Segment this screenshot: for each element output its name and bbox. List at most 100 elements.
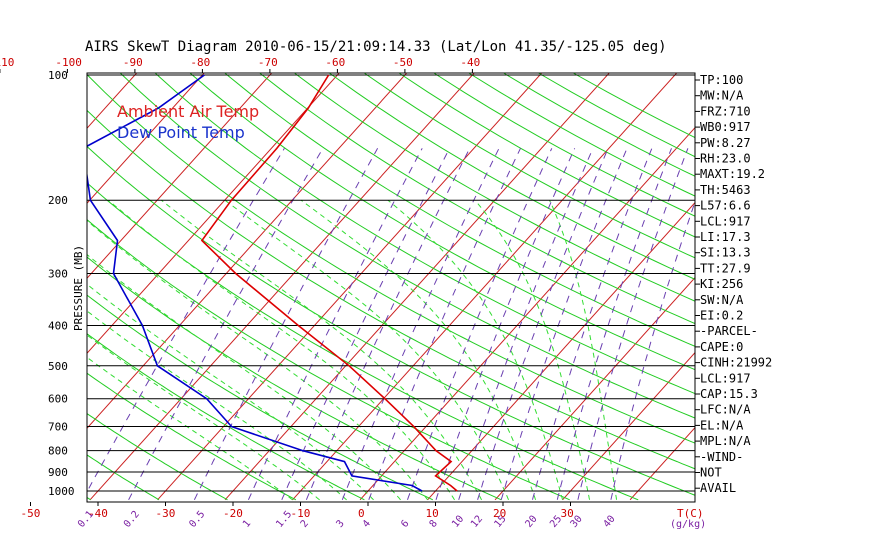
index-entry: NOT: [700, 466, 722, 480]
dry-adiabat-line: [154, 73, 695, 395]
dry-adiabat-line: [87, 109, 695, 470]
dry-adiabat-grid: [87, 73, 695, 501]
index-entry: EI:0.2: [700, 309, 743, 323]
isobar-grid: [87, 74, 695, 492]
bottom-axis-title: T(C): [677, 507, 704, 520]
moist-adiabat-line: [87, 219, 428, 501]
isotherm-line: [87, 73, 340, 354]
bottom-temp-tick-label: 10: [426, 507, 439, 520]
mixing-ratio-line: [458, 148, 594, 500]
pressure-tick-label: 600: [48, 393, 68, 406]
index-entry: LCL:917: [700, 371, 751, 385]
pressure-tick-label: 400: [48, 319, 68, 332]
index-entry: -PARCEL-: [700, 324, 758, 338]
index-entry: -WIND-: [700, 450, 743, 464]
index-entry: CINH:21992: [700, 356, 772, 370]
moist-adiabat-line: [224, 199, 510, 501]
isotherm-line: [87, 73, 408, 429]
mixing-ratio-label: 6: [399, 518, 411, 530]
moist-adiabat-line: [87, 310, 347, 501]
mixing-ratio-line: [407, 148, 553, 500]
top-temp-tick-label: -90: [123, 56, 143, 69]
index-entry: AVAIL: [700, 481, 736, 495]
moist-adiabat-line: [87, 356, 293, 501]
pressure-tick-label: 300: [48, 267, 68, 280]
dry-adiabat-line: [189, 73, 695, 371]
isotherm-line: [87, 73, 205, 204]
dry-adiabat-line: [87, 182, 639, 501]
dry-adiabat-line: [87, 372, 297, 501]
index-entry: MW:N/A: [700, 89, 744, 103]
index-entry: MAXT:19.2: [700, 167, 765, 181]
dew-point-temp-line: [87, 74, 423, 492]
pressure-tick-label: 200: [48, 194, 68, 207]
bottom-temp-tick-label: -20: [223, 507, 243, 520]
bottom-temp-tick-label: 30: [561, 507, 574, 520]
pressure-tick-label: 900: [48, 466, 68, 479]
mixing-ratio-line: [305, 148, 471, 500]
dry-adiabat-line: [87, 454, 160, 501]
bottom-temp-tick-label: -40: [88, 507, 108, 520]
index-entry: CAP:15.3: [700, 387, 758, 401]
pressure-tick-label: 100: [48, 69, 68, 82]
dry-adiabat-line: [224, 73, 695, 347]
mixing-ratio-line: [281, 148, 451, 500]
isotherm-line: [0, 56, 17, 500]
mixing-ratio-label: 20: [524, 514, 540, 530]
moist-adiabat-grid: [87, 199, 618, 501]
mixing-ratio-line: [577, 148, 689, 500]
index-entry: FRZ:710: [700, 104, 751, 118]
sounding-series: [87, 74, 458, 492]
legend-dew-point-temp: Dew Point Temp: [117, 123, 245, 142]
index-entry: KI:256: [700, 277, 743, 291]
bottom-temp-tick-label: -10: [291, 507, 311, 520]
index-entry: EL:N/A: [700, 418, 744, 432]
moist-adiabat-line: [474, 199, 591, 500]
dry-adiabat-line: [502, 73, 695, 177]
dry-adiabat-line: [258, 73, 695, 325]
isotherm-grid: [0, 56, 870, 501]
bottom-temp-tick-label: 0: [358, 507, 365, 520]
index-entry: MPL:N/A: [700, 434, 751, 448]
index-entry: PW:8.27: [700, 136, 751, 150]
dry-adiabat-line: [328, 73, 695, 280]
ambient-air-temp-line: [200, 74, 458, 492]
mixing-ratio-label: 1: [241, 518, 253, 530]
isotherm-line: [157, 73, 543, 501]
isotherm-line: [224, 73, 610, 501]
index-entry: TP:100: [700, 73, 743, 87]
index-entry: LFC:N/A: [700, 403, 751, 417]
dry-adiabat-line: [87, 145, 695, 496]
dry-adiabat-line: [87, 333, 365, 501]
isotherm-line: [427, 201, 695, 501]
mixing-ratio-label: 3: [334, 518, 346, 530]
index-entry: SI:13.3: [700, 246, 751, 260]
mixing-ratio-label: 40: [602, 514, 618, 530]
top-temp-tick-label: -70: [258, 56, 278, 69]
mixing-ratio-label: 2: [299, 518, 311, 530]
top-temp-tick-label: -80: [190, 56, 210, 69]
index-entry: SW:N/A: [700, 293, 744, 307]
index-entry: TH:5463: [700, 183, 751, 197]
isotherm-line: [765, 56, 870, 500]
top-temp-tick-label: -40: [460, 56, 480, 69]
dry-adiabat-line: [363, 73, 695, 259]
moist-adiabat-line: [300, 199, 537, 500]
legend-ambient-air-temp: Ambient Air Temp: [117, 102, 259, 121]
pressure-tick-label: 1000: [48, 485, 75, 498]
isotherm-line: [89, 73, 475, 501]
dry-adiabat-line: [87, 294, 434, 501]
top-temp-tick-label: -50: [393, 56, 413, 69]
bottom-temp-tick-label: -50: [21, 507, 41, 520]
mixing-ratio-line: [556, 148, 672, 500]
mixing-ratio-label: 12: [469, 514, 485, 530]
isotherm-line: [562, 351, 695, 501]
mixing-ratio-line: [368, 148, 521, 500]
bottom-temp-tick-label: 20: [493, 507, 506, 520]
dry-adiabat-line: [87, 73, 695, 444]
isotherm-line: [292, 73, 678, 501]
mixing-ratio-label: 10: [450, 514, 466, 530]
top-temp-tick-label: -100: [55, 56, 82, 69]
index-entry: CAPE:0: [700, 340, 743, 354]
